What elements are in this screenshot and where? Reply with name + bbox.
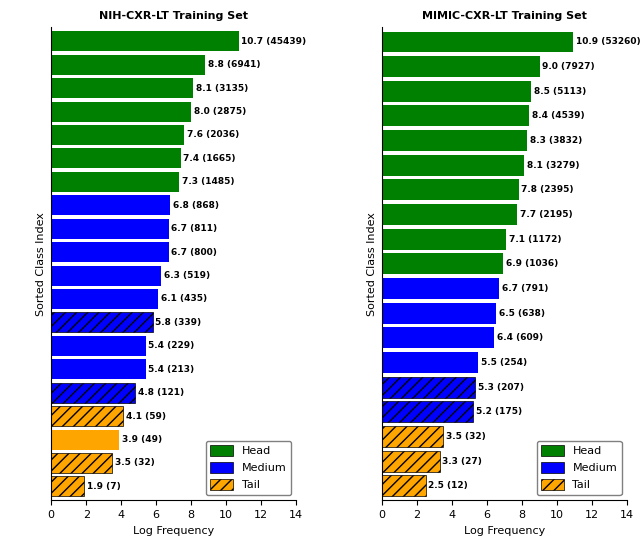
Text: 6.7 (791): 6.7 (791) (502, 284, 548, 293)
Text: 8.8 (6941): 8.8 (6941) (208, 60, 260, 69)
Bar (382, 254, 503, 274)
Text: 6.5 (638): 6.5 (638) (499, 308, 545, 318)
Bar (51, 477, 84, 496)
Text: 6.7 (811): 6.7 (811) (171, 224, 217, 233)
Bar (382, 352, 478, 373)
Text: 6.4 (609): 6.4 (609) (497, 333, 543, 342)
X-axis label: Log Frequency: Log Frequency (133, 526, 214, 536)
Text: 7.7 (2195): 7.7 (2195) (520, 210, 572, 219)
Text: 8.1 (3279): 8.1 (3279) (527, 160, 579, 170)
Title: NIH-CXR-LT Training Set: NIH-CXR-LT Training Set (99, 11, 248, 21)
Text: 6.3 (519): 6.3 (519) (164, 271, 211, 280)
Text: 8.1 (3135): 8.1 (3135) (196, 84, 248, 92)
Bar (51, 219, 168, 239)
Text: 3.5 (32): 3.5 (32) (115, 459, 155, 467)
Bar (382, 56, 540, 77)
X-axis label: Log Frequency: Log Frequency (464, 526, 545, 536)
Bar (51, 125, 184, 145)
Bar (51, 78, 193, 98)
Text: 4.8 (121): 4.8 (121) (138, 388, 184, 397)
Y-axis label: Sorted Class Index: Sorted Class Index (367, 212, 376, 316)
Y-axis label: Sorted Class Index: Sorted Class Index (36, 212, 45, 316)
Text: 5.2 (175): 5.2 (175) (476, 407, 522, 416)
Text: 6.8 (868): 6.8 (868) (173, 201, 219, 210)
Bar (382, 81, 531, 102)
Bar (382, 327, 494, 348)
Bar (51, 289, 158, 309)
Text: 7.4 (1665): 7.4 (1665) (184, 154, 236, 163)
Title: MIMIC-CXR-LT Training Set: MIMIC-CXR-LT Training Set (422, 11, 587, 21)
Bar (51, 406, 123, 426)
Bar (382, 154, 524, 176)
Text: 5.4 (229): 5.4 (229) (148, 341, 195, 350)
Text: 3.3 (27): 3.3 (27) (442, 456, 483, 466)
Bar (51, 336, 146, 356)
Text: 5.3 (207): 5.3 (207) (477, 382, 524, 392)
Bar (382, 228, 506, 250)
Text: 5.8 (339): 5.8 (339) (156, 318, 202, 327)
Bar (382, 204, 517, 225)
Text: 6.9 (1036): 6.9 (1036) (506, 259, 558, 268)
Text: 3.9 (49): 3.9 (49) (122, 435, 162, 444)
Bar (382, 278, 499, 299)
Bar (382, 401, 473, 422)
Text: 5.4 (213): 5.4 (213) (148, 365, 195, 374)
Text: 3.5 (32): 3.5 (32) (446, 432, 486, 441)
Text: 1.9 (7): 1.9 (7) (87, 482, 121, 491)
Text: 8.4 (4539): 8.4 (4539) (532, 112, 584, 120)
Legend: Head, Medium, Tail: Head, Medium, Tail (206, 441, 291, 495)
Bar (382, 450, 440, 472)
Bar (51, 383, 135, 403)
Legend: Head, Medium, Tail: Head, Medium, Tail (537, 441, 621, 495)
Bar (51, 430, 120, 449)
Text: 6.7 (800): 6.7 (800) (171, 248, 217, 257)
Bar (51, 242, 168, 262)
Text: 2.5 (12): 2.5 (12) (429, 481, 468, 490)
Text: 8.0 (2875): 8.0 (2875) (194, 107, 246, 116)
Bar (382, 426, 444, 447)
Bar (51, 149, 180, 168)
Bar (382, 302, 496, 324)
Text: 6.1 (435): 6.1 (435) (161, 294, 207, 304)
Bar (51, 195, 170, 215)
Text: 4.1 (59): 4.1 (59) (125, 412, 166, 421)
Bar (382, 475, 426, 496)
Text: 7.8 (2395): 7.8 (2395) (521, 186, 574, 194)
Text: 10.9 (53260): 10.9 (53260) (575, 38, 640, 46)
Bar (51, 360, 146, 379)
Bar (382, 130, 527, 151)
Text: 9.0 (7927): 9.0 (7927) (542, 62, 595, 71)
Text: 7.1 (1172): 7.1 (1172) (509, 234, 561, 244)
Bar (382, 106, 529, 126)
Bar (51, 32, 239, 51)
Bar (382, 32, 573, 52)
Bar (51, 453, 113, 473)
Bar (51, 265, 161, 286)
Text: 5.5 (254): 5.5 (254) (481, 358, 527, 367)
Bar (51, 55, 205, 75)
Text: 8.3 (3832): 8.3 (3832) (530, 136, 582, 145)
Bar (51, 312, 153, 332)
Bar (51, 172, 179, 192)
Text: 8.5 (5113): 8.5 (5113) (534, 87, 586, 96)
Bar (382, 376, 475, 398)
Text: 10.7 (45439): 10.7 (45439) (241, 37, 307, 46)
Bar (382, 180, 518, 200)
Text: 7.3 (1485): 7.3 (1485) (182, 177, 234, 187)
Bar (51, 102, 191, 121)
Text: 7.6 (2036): 7.6 (2036) (187, 131, 239, 139)
